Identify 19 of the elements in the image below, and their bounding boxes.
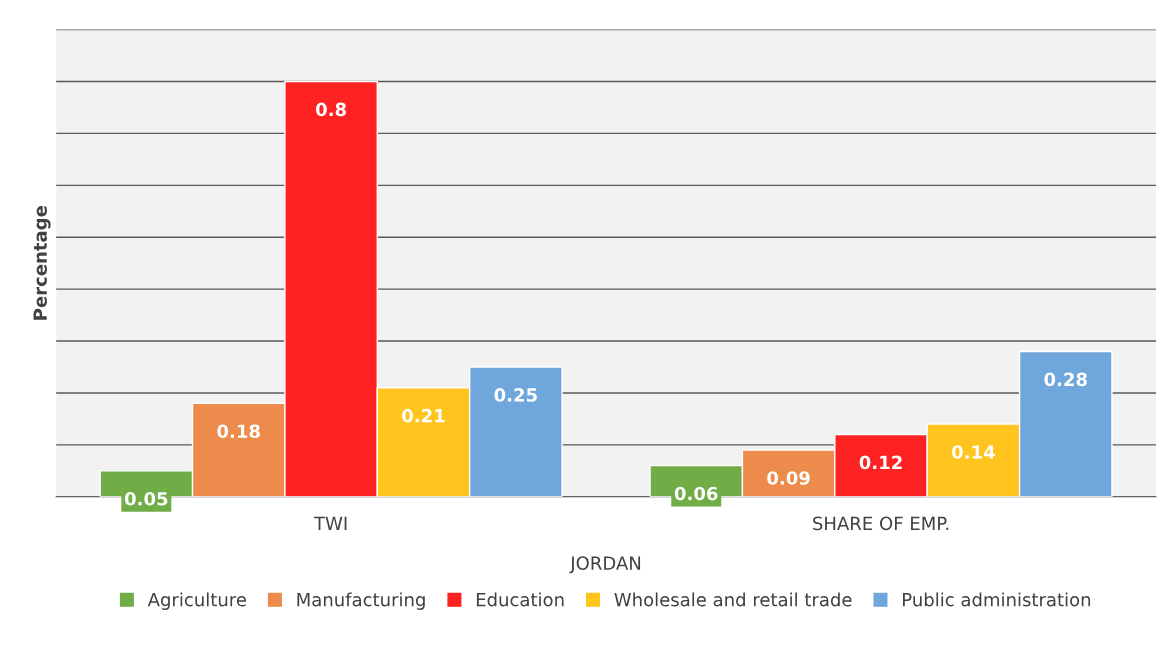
data-label: 0.05 xyxy=(124,491,168,506)
data-label: 0.18 xyxy=(217,424,260,439)
legend-label: Education xyxy=(476,592,564,607)
legend-label: Public administration xyxy=(903,592,1091,607)
data-label: 0.09 xyxy=(767,471,810,485)
x-tick-label: SHARE OF EMP. xyxy=(813,516,949,531)
legend-label: Manufacturing xyxy=(297,592,425,610)
data-label: 0.21 xyxy=(402,408,445,423)
x-tick-label: TWI xyxy=(313,516,347,530)
data-label: 0.28 xyxy=(1044,372,1087,387)
data-label: 0.14 xyxy=(951,445,995,459)
data-label: 0.8 xyxy=(315,102,346,117)
data-label: 0.12 xyxy=(859,455,902,470)
legend-label: Wholesale and retail trade xyxy=(614,592,852,607)
x-axis-title: JORDAN xyxy=(569,556,641,574)
data-label: 0.06 xyxy=(674,486,718,501)
legend-label: Agriculture xyxy=(147,592,246,610)
y-axis-title: Percentage xyxy=(33,205,51,320)
data-label: 0.25 xyxy=(494,388,537,402)
